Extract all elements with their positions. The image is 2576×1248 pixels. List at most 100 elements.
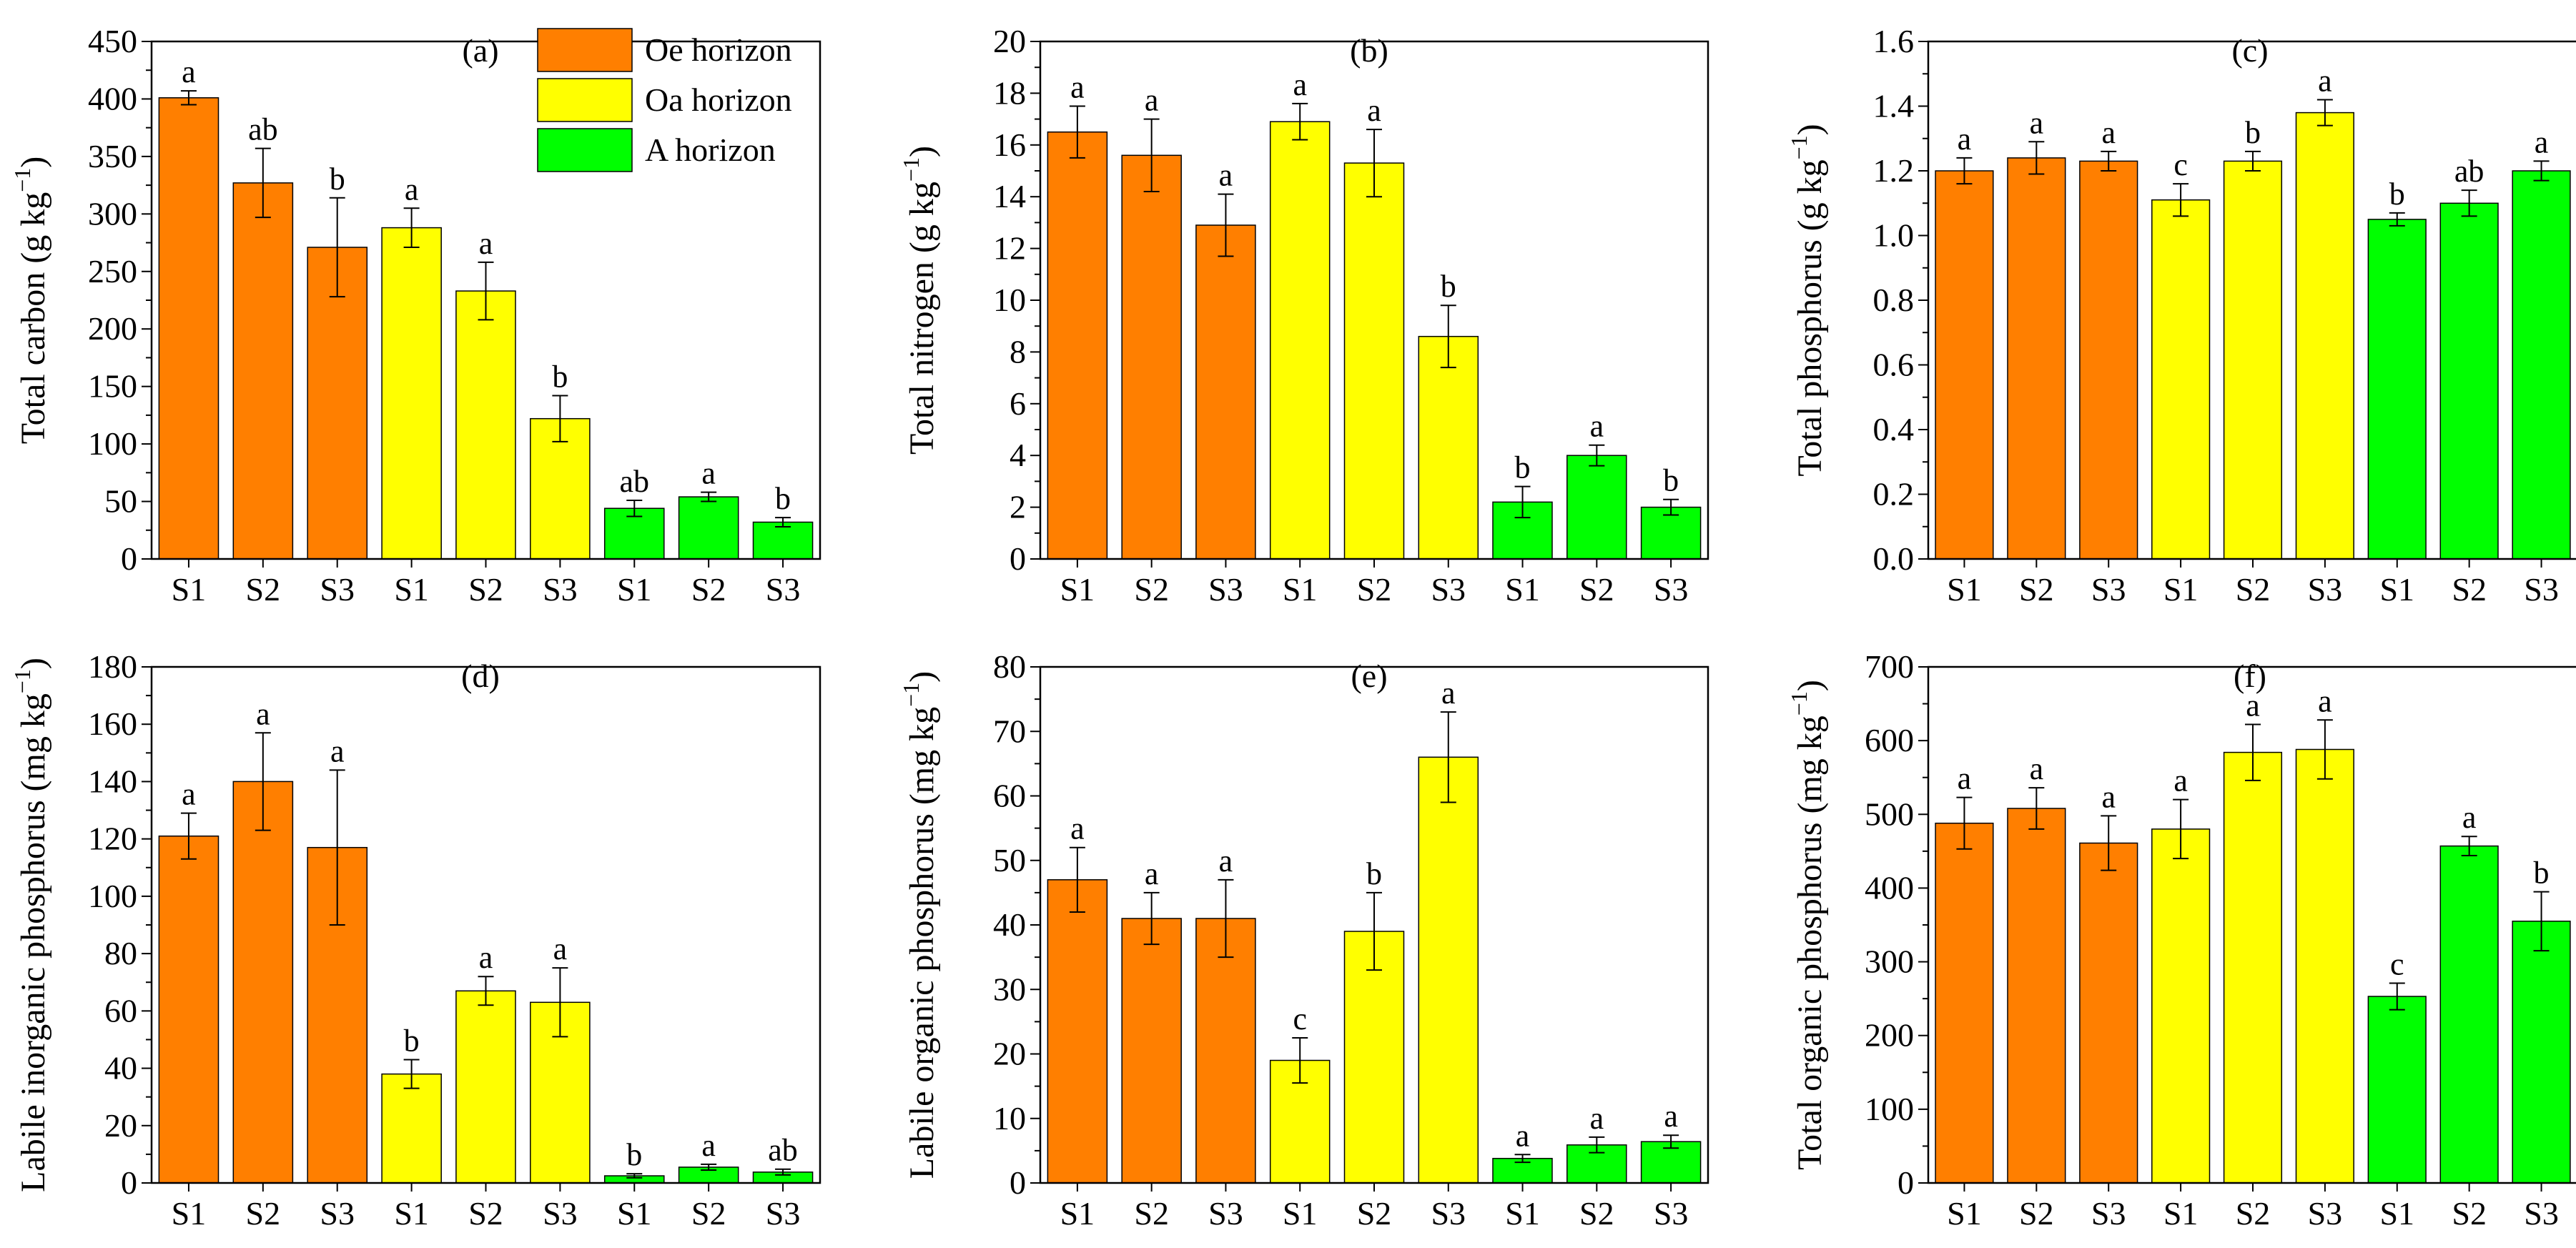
y-tick-label-7: 12 [993, 230, 1026, 267]
x-tick-label-7: S1 [1505, 571, 1540, 608]
y-tick-label-10: 180 [88, 648, 137, 685]
x-tick-label-6: S3 [543, 571, 578, 608]
x-tick-label-4: S1 [394, 571, 429, 608]
bar-7 [2367, 996, 2427, 1184]
x-tick-label-7: S1 [617, 571, 652, 608]
x-tick-label-5: S2 [2236, 571, 2271, 608]
y-axis-title-end: ) [903, 671, 941, 683]
x-tick-label-3: S3 [320, 1195, 355, 1232]
y-axis-title-superscript: −1 [9, 168, 35, 192]
y-axis-title: Labile organic phosphorus (mg kg−1) [898, 671, 941, 1179]
y-tick-label-8: 700 [1865, 648, 1914, 685]
significance-letter-9: b [775, 481, 791, 516]
bar-3 [1195, 918, 1256, 1184]
significance-letter-8: a [1590, 1101, 1604, 1136]
y-axis-title-main: Total carbon (g kg [14, 192, 52, 445]
y-tick-label-1: 0 [121, 540, 137, 577]
legend-label-1: Oe horizon [645, 31, 792, 68]
bar-1 [1935, 822, 1994, 1184]
y-axis-title-superscript: −1 [898, 157, 924, 182]
significance-letter-9: a [1664, 1099, 1678, 1134]
x-tick-label-4: S1 [1283, 571, 1318, 608]
y-tick-label-1: 0 [1010, 1164, 1026, 1201]
significance-letter-6: b [552, 360, 568, 395]
plot-frame [1039, 665, 1709, 1184]
x-tick-label-6: S3 [1431, 571, 1466, 608]
x-tick-label-8: S2 [1579, 1195, 1614, 1232]
significance-letter-4: a [2173, 763, 2188, 798]
bar-9 [2512, 921, 2571, 1184]
y-tick-label-1: 0 [121, 1164, 137, 1201]
x-tick-label-9: S3 [766, 571, 801, 608]
x-tick-label-2: S2 [2019, 1195, 2054, 1232]
y-tick-label-2: 0.2 [1873, 476, 1915, 512]
x-tick-label-5: S2 [468, 1195, 503, 1232]
x-tick-label-8: S2 [2452, 571, 2487, 608]
panel-label: (b) [1350, 32, 1388, 69]
bar-1 [1047, 131, 1108, 560]
significance-letter-8: a [2462, 800, 2477, 835]
bar-6 [2295, 112, 2354, 560]
significance-letter-2: a [2030, 105, 2044, 140]
y-axis-title-main: Total nitrogen (g kg [903, 182, 941, 455]
y-axis-title-end: ) [1791, 680, 1829, 691]
bar-9 [752, 521, 814, 560]
legend-label-2: Oa horizon [645, 81, 792, 118]
x-tick-label-9: S3 [1654, 1195, 1689, 1232]
significance-letter-9: ab [768, 1133, 798, 1168]
significance-letter-1: a [182, 777, 196, 812]
significance-letter-1: a [1958, 761, 1972, 796]
plot-frame [1927, 665, 2576, 1184]
panel-label: (c) [2231, 32, 2268, 69]
x-tick-label-8: S2 [691, 571, 726, 608]
x-tick-label-3: S3 [2091, 1195, 2126, 1232]
x-tick-label-7: S1 [617, 1195, 652, 1232]
significance-letter-3: a [1219, 158, 1233, 193]
significance-letter-3: a [330, 733, 345, 768]
significance-letter-9: b [2534, 856, 2550, 891]
x-tick-label-1: S1 [1947, 1195, 1982, 1232]
x-tick-label-6: S3 [2308, 1195, 2343, 1232]
legend-label-3: A horizon [645, 132, 776, 168]
y-tick-label-4: 6 [1010, 385, 1026, 422]
plot-frame [150, 665, 821, 1184]
y-tick-label-9: 400 [88, 80, 137, 117]
x-tick-label-3: S3 [2091, 571, 2126, 608]
bar-5 [1343, 931, 1405, 1184]
x-tick-label-2: S2 [2019, 571, 2054, 608]
y-tick-label-5: 40 [993, 906, 1026, 943]
y-tick-label-2: 20 [104, 1107, 137, 1144]
y-axis-title: Total organic phosphorus (mg kg−1) [1786, 680, 1829, 1170]
y-tick-label-11: 20 [993, 23, 1026, 59]
y-tick-label-6: 100 [88, 878, 137, 914]
y-tick-label-9: 80 [993, 648, 1026, 685]
x-tick-label-9: S3 [2524, 571, 2559, 608]
significance-letter-5: a [479, 226, 493, 261]
panel-label: (d) [461, 658, 500, 694]
bar-2 [232, 781, 294, 1184]
bar-6 [2295, 748, 2354, 1184]
y-tick-label-7: 600 [1865, 722, 1914, 758]
significance-letter-7: b [2389, 177, 2405, 212]
x-tick-label-6: S3 [543, 1195, 578, 1232]
x-tick-label-8: S2 [1579, 571, 1614, 608]
bar-8 [678, 496, 739, 560]
significance-letter-2: a [1145, 856, 1159, 891]
x-tick-label-5: S2 [468, 571, 503, 608]
bar-3 [2079, 160, 2138, 560]
panel-a: a S1 ab S2 b S3 a S1 a S2 b S3 ab S1 a S2 b S3 0 50 100 150 20… [9, 23, 821, 608]
y-axis-title-end: ) [1791, 124, 1829, 135]
y-tick-label-4: 30 [993, 971, 1026, 1007]
y-tick-label-4: 60 [104, 992, 137, 1029]
bar-4 [381, 1073, 442, 1184]
y-axis-title-main: Labile inorganic phosphorus (mg kg [14, 693, 52, 1192]
y-axis-title: Total carbon (g kg−1) [9, 157, 52, 445]
y-tick-label-6: 250 [88, 253, 137, 289]
legend-swatch-3 [537, 128, 633, 172]
y-axis-title-end: ) [14, 157, 52, 168]
y-tick-label-9: 160 [88, 705, 137, 742]
significance-letter-6: a [2318, 683, 2332, 718]
legend: Oe horizon Oa horizon A horizon [537, 28, 792, 172]
bar-1 [1935, 170, 1994, 560]
